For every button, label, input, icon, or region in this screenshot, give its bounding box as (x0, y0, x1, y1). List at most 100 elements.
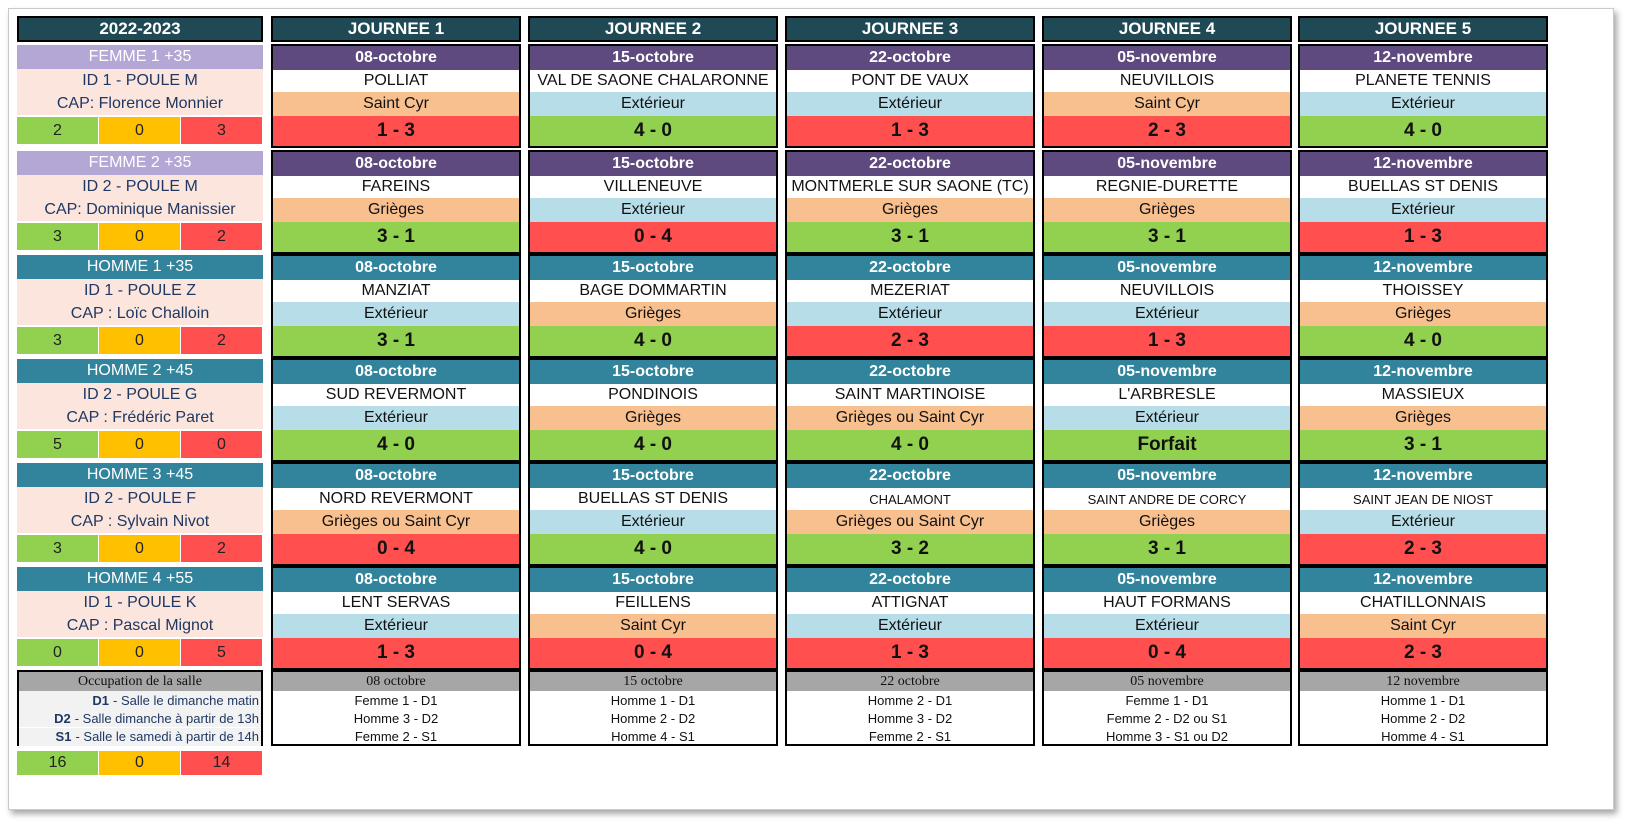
match-score: 2 - 3 (1044, 116, 1290, 146)
match-date: 08-octobre (273, 360, 519, 384)
losses-count: 3 (181, 117, 262, 144)
opponent-name: PLANETE TENNIS (1300, 70, 1546, 92)
match-card: 22-octobre SAINT MARTINOISE Grièges ou Sai… (785, 358, 1035, 462)
match-date: 22-octobre (787, 46, 1033, 70)
match-location: Grièges (530, 302, 776, 326)
opponent-name: FAREINS (273, 176, 519, 198)
match-location: Saint Cyr (1300, 614, 1546, 638)
team-captain: CAP : Loïc Challoin (17, 302, 263, 325)
match-score: 4 - 0 (1300, 326, 1546, 356)
opponent-name: HAUT FORMANS (1044, 592, 1290, 614)
match-location: Grièges ou Saint Cyr (787, 510, 1033, 534)
occupation-day: 12 novembre Homme 1 - D1 Homme 2 - D2 Homme… (1298, 670, 1548, 746)
match-location: Extérieur (1044, 406, 1290, 430)
match-date: 15-octobre (530, 360, 776, 384)
match-date: 15-octobre (530, 568, 776, 592)
draws-count: 0 (99, 535, 180, 562)
draws-count: 0 (99, 639, 180, 666)
match-score: 3 - 1 (1300, 430, 1546, 460)
match-score: 3 - 2 (787, 534, 1033, 564)
opponent-name: VAL DE SAONE CHALARONNE (530, 70, 776, 92)
wins-count: 2 (17, 117, 98, 144)
team-poule: ID 1 - POULE K (17, 591, 263, 614)
opponent-name: THOISSEY (1300, 280, 1546, 302)
match-location: Extérieur (787, 614, 1033, 638)
opponent-name: PONDINOIS (530, 384, 776, 406)
match-score: 1 - 3 (787, 116, 1033, 146)
opponent-name: NEUVILLOIS (1044, 70, 1290, 92)
journee-header: JOURNEE 2 (528, 16, 778, 42)
occupation-slot: Homme 3 - D2 (353, 710, 439, 726)
draws-count: 0 (99, 327, 180, 354)
match-location: Extérieur (787, 92, 1033, 116)
team-captain: CAP : Sylvain Nivot (17, 510, 263, 533)
legend-code: S1 (55, 729, 72, 745)
occupation-slot: Homme 3 - S1 ou D2 (1105, 729, 1229, 745)
losses-count: 2 (181, 223, 262, 250)
match-card: 22-octobre ATTIGNAT Extérieur 1 - 3 (785, 566, 1035, 670)
team-name: HOMME 3 +45 (17, 463, 263, 487)
match-card: 05-novembre L'ARBRESLE Extérieur Forfait (1042, 358, 1292, 462)
match-card: 12-novembre PLANETE TENNIS Extérieur 4 - 0 (1298, 44, 1548, 148)
match-score: 3 - 1 (1044, 534, 1290, 564)
occupation-day: 08 octobre Femme 1 - D1 Homme 3 - D2 Femme … (271, 670, 521, 746)
legend-code: D2 (54, 710, 71, 726)
losses-count: 5 (181, 639, 262, 666)
match-location: Extérieur (1300, 510, 1546, 534)
losses-count: 0 (181, 431, 262, 458)
match-date: 12-novembre (1300, 152, 1546, 176)
opponent-name: REGNIE-DURETTE (1044, 176, 1290, 198)
occupation-slot: Femme 2 - D2 ou S1 (1106, 710, 1228, 726)
match-card: 22-octobre PONT DE VAUX Extérieur 1 - 3 (785, 44, 1035, 148)
opponent-name: LENT SERVAS (273, 592, 519, 614)
match-score: 4 - 0 (530, 430, 776, 460)
opponent-name: MONTMERLE SUR SAONE (TC) (787, 176, 1033, 198)
occupation-slot: Homme 3 - D2 (867, 710, 953, 726)
losses-count: 2 (181, 327, 262, 354)
match-score: 4 - 0 (787, 430, 1033, 460)
match-date: 15-octobre (530, 256, 776, 280)
occupation-slot: Homme 1 - D1 (1380, 692, 1466, 708)
team-name: HOMME 1 +35 (17, 255, 263, 279)
match-score: 4 - 0 (273, 430, 519, 460)
legend-text: - Salle le samedi à partir de 14h (75, 729, 259, 745)
season-header: 2022-2023 (17, 16, 263, 42)
match-card: 08-octobre FAREINS Grièges 3 - 1 (271, 150, 521, 254)
occupation-title: Occupation de la salle (19, 672, 261, 691)
match-location: Grièges (787, 198, 1033, 222)
wins-count: 3 (17, 535, 98, 562)
match-score: 0 - 4 (530, 638, 776, 668)
match-card: 12-novembre CHATILLONNAIS Saint Cyr 2 - 3 (1298, 566, 1548, 670)
match-location: Extérieur (530, 92, 776, 116)
losses-count: 2 (181, 535, 262, 562)
opponent-name: MEZERIAT (787, 280, 1033, 302)
draws-count: 0 (99, 117, 180, 144)
match-card: 12-novembre SAINT JEAN DE NIOST Extérieur 2… (1298, 462, 1548, 566)
occupation-legend: Occupation de la salle D1- Salle le diman… (17, 670, 263, 746)
occupation-slot: Femme 2 - S1 (868, 729, 952, 745)
occupation-slot: Femme 2 - S1 (354, 729, 438, 745)
match-card: 15-octobre PONDINOIS Grièges 4 - 0 (528, 358, 778, 462)
match-date: 05-novembre (1044, 464, 1290, 488)
match-score: 4 - 0 (1300, 116, 1546, 146)
team-captain: CAP: Florence Monnier (17, 92, 263, 115)
match-date: 05-novembre (1044, 360, 1290, 384)
match-location: Grièges (273, 198, 519, 222)
opponent-name: L'ARBRESLE (1044, 384, 1290, 406)
opponent-name: MANZIAT (273, 280, 519, 302)
match-date: 05-novembre (1044, 568, 1290, 592)
match-card: 08-octobre LENT SERVAS Extérieur 1 - 3 (271, 566, 521, 670)
match-score: Forfait (1044, 430, 1290, 460)
match-card: 05-novembre NEUVILLOIS Extérieur 1 - 3 (1042, 254, 1292, 358)
total-wins: 16 (17, 751, 98, 775)
team-name: HOMME 4 +55 (17, 567, 263, 591)
opponent-name: SAINT MARTINOISE (787, 384, 1033, 406)
match-location: Saint Cyr (530, 614, 776, 638)
match-date: 05-novembre (1044, 46, 1290, 70)
match-score: 2 - 3 (1300, 638, 1546, 668)
match-location: Grièges (1300, 302, 1546, 326)
opponent-name: NORD REVERMONT (273, 488, 519, 510)
match-card: 05-novembre REGNIE-DURETTE Grièges 3 - 1 (1042, 150, 1292, 254)
draws-count: 0 (99, 223, 180, 250)
match-card: 08-octobre NORD REVERMONT Grièges ou Saint… (271, 462, 521, 566)
